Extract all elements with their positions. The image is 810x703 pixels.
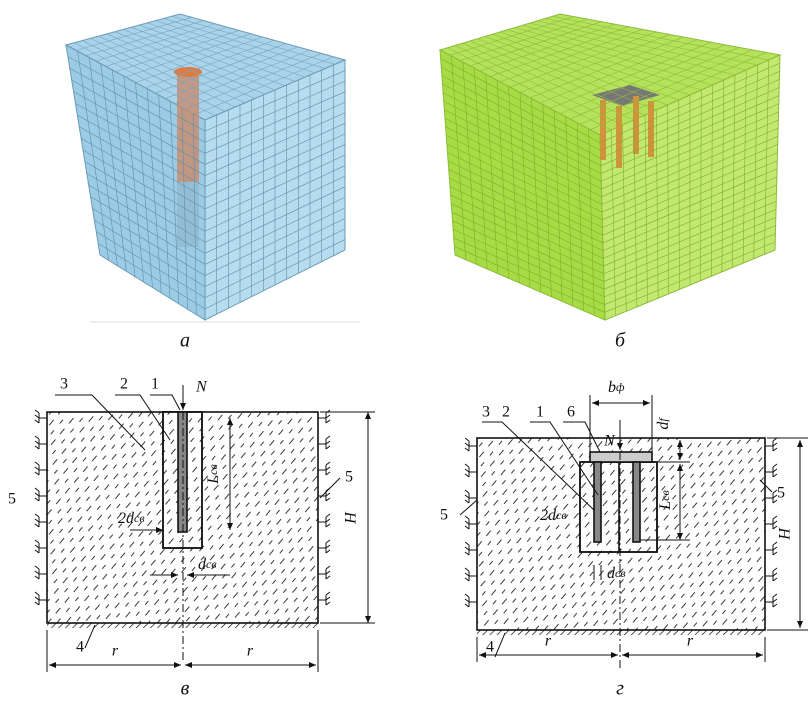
support bbox=[35, 566, 47, 579]
dim-label: Lсв bbox=[205, 464, 222, 484]
support-mark bbox=[318, 436, 330, 449]
scheme-pile-group bbox=[460, 395, 808, 668]
support bbox=[35, 540, 47, 553]
caption: в bbox=[181, 678, 190, 700]
support-mark bbox=[35, 488, 47, 501]
callout: 5 bbox=[777, 485, 785, 502]
support bbox=[318, 514, 330, 527]
support-mark bbox=[765, 490, 777, 503]
support bbox=[35, 462, 47, 475]
support bbox=[318, 566, 330, 579]
support-mark bbox=[35, 540, 47, 553]
support bbox=[35, 488, 47, 501]
support bbox=[765, 542, 777, 555]
support-mark bbox=[765, 516, 777, 529]
pile bbox=[594, 462, 601, 542]
base bbox=[477, 630, 765, 635]
support bbox=[35, 410, 47, 423]
dim-label: r bbox=[247, 643, 254, 660]
support-mark bbox=[465, 438, 477, 451]
support bbox=[35, 436, 47, 449]
support bbox=[765, 594, 777, 607]
dim-label: r bbox=[687, 633, 694, 650]
support-mark bbox=[35, 462, 47, 475]
support-mark bbox=[35, 436, 47, 449]
support bbox=[765, 490, 777, 503]
dim-label: bф bbox=[608, 379, 625, 396]
support bbox=[465, 542, 477, 555]
caption: а bbox=[180, 330, 190, 352]
support-mark bbox=[318, 540, 330, 553]
support-mark bbox=[318, 592, 330, 605]
support bbox=[318, 540, 330, 553]
dim-label: dсв bbox=[607, 565, 626, 582]
support bbox=[465, 464, 477, 477]
scheme-single-pile bbox=[47, 385, 375, 672]
support-mark bbox=[465, 464, 477, 477]
dim-label: df bbox=[655, 417, 672, 430]
pile-cap bbox=[590, 452, 652, 462]
support-mark bbox=[35, 514, 47, 527]
support-mark bbox=[35, 592, 47, 605]
support-mark bbox=[765, 594, 777, 607]
support bbox=[765, 464, 777, 477]
support bbox=[465, 438, 477, 451]
mesh-model bbox=[66, 14, 345, 320]
support-mark bbox=[465, 542, 477, 555]
dim-label: Lсв bbox=[657, 490, 674, 510]
callout: 5 bbox=[8, 491, 16, 508]
callout: 3 bbox=[482, 404, 490, 421]
support bbox=[465, 568, 477, 581]
dim-label: H bbox=[343, 511, 360, 525]
pile bbox=[633, 462, 640, 542]
support-mark bbox=[318, 566, 330, 579]
caption: б bbox=[615, 330, 626, 352]
dim-label: 2dсв bbox=[540, 507, 567, 524]
callout: 4 bbox=[76, 639, 84, 656]
support bbox=[765, 516, 777, 529]
support bbox=[318, 592, 330, 605]
dim-label: 2dсв bbox=[118, 510, 145, 527]
load-label: N bbox=[603, 433, 616, 450]
figure: а б в г N 1 2 3 4 5 5 Lсв 2dсв dсв H r r… bbox=[0, 0, 810, 703]
dim-label: r bbox=[112, 643, 119, 660]
support-mark bbox=[465, 568, 477, 581]
mesh-model bbox=[440, 14, 780, 320]
dim-label: dсв bbox=[198, 556, 217, 573]
support bbox=[35, 592, 47, 605]
support bbox=[465, 594, 477, 607]
support bbox=[765, 568, 777, 581]
callout: 1 bbox=[151, 376, 159, 393]
support-mark bbox=[465, 516, 477, 529]
callout: 1 bbox=[536, 404, 544, 421]
callout: 4 bbox=[486, 639, 494, 656]
support-mark bbox=[465, 594, 477, 607]
caption: г bbox=[616, 678, 624, 700]
support bbox=[465, 516, 477, 529]
callout: 5 bbox=[440, 507, 448, 524]
callout: 6 bbox=[567, 404, 575, 421]
support-mark bbox=[765, 542, 777, 555]
support-mark bbox=[765, 464, 777, 477]
callout: 2 bbox=[120, 376, 128, 393]
support-mark bbox=[35, 410, 47, 423]
callout: 3 bbox=[60, 376, 68, 393]
support bbox=[35, 514, 47, 527]
dim-label: r bbox=[545, 633, 552, 650]
load-label: N bbox=[195, 379, 208, 396]
support bbox=[765, 438, 777, 451]
dim-label: H bbox=[777, 527, 794, 541]
support-mark bbox=[318, 514, 330, 527]
support-mark bbox=[318, 462, 330, 475]
support bbox=[318, 436, 330, 449]
support-mark bbox=[765, 438, 777, 451]
support-mark bbox=[765, 568, 777, 581]
support-mark bbox=[35, 566, 47, 579]
callout: 5 bbox=[345, 469, 353, 486]
support bbox=[318, 462, 330, 475]
callout: 2 bbox=[502, 404, 510, 421]
